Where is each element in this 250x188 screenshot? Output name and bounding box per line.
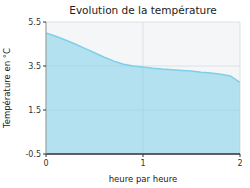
plot-background bbox=[46, 22, 240, 154]
y-tick-label: 1.5 bbox=[28, 106, 41, 115]
x-tick-label: 2 bbox=[237, 159, 242, 168]
x-tick bbox=[143, 154, 144, 157]
x-tick bbox=[240, 154, 241, 157]
line bbox=[46, 33, 240, 83]
grid-line bbox=[46, 22, 47, 154]
y-tick-label: -0.5 bbox=[25, 150, 41, 159]
x-tick-label: 1 bbox=[140, 159, 145, 168]
y-tick-label: 3.5 bbox=[28, 62, 41, 71]
grid bbox=[46, 22, 240, 154]
y-axis-label: Température en °C bbox=[2, 48, 12, 129]
y-tick bbox=[43, 154, 46, 155]
y-tick bbox=[43, 66, 46, 67]
y-tick bbox=[43, 22, 46, 23]
y-axis-line bbox=[46, 22, 47, 154]
y-tick-label: 5.5 bbox=[28, 18, 41, 27]
x-tick-label: 0 bbox=[43, 159, 48, 168]
y-tick bbox=[43, 110, 46, 111]
data-group bbox=[46, 33, 240, 154]
area bbox=[46, 33, 240, 154]
x-axis-label: heure par heure bbox=[109, 174, 178, 184]
axes: 0 1 2 -0.5 1.5 3.5 5.5 bbox=[25, 18, 242, 168]
chart-container: 0 1 2 -0.5 1.5 3.5 5.5 Evolution de la températ… bbox=[0, 0, 250, 188]
title: Evolution de la température bbox=[69, 4, 216, 16]
chart: 0 1 2 -0.5 1.5 3.5 5.5 Evolution de la températ… bbox=[0, 0, 250, 188]
